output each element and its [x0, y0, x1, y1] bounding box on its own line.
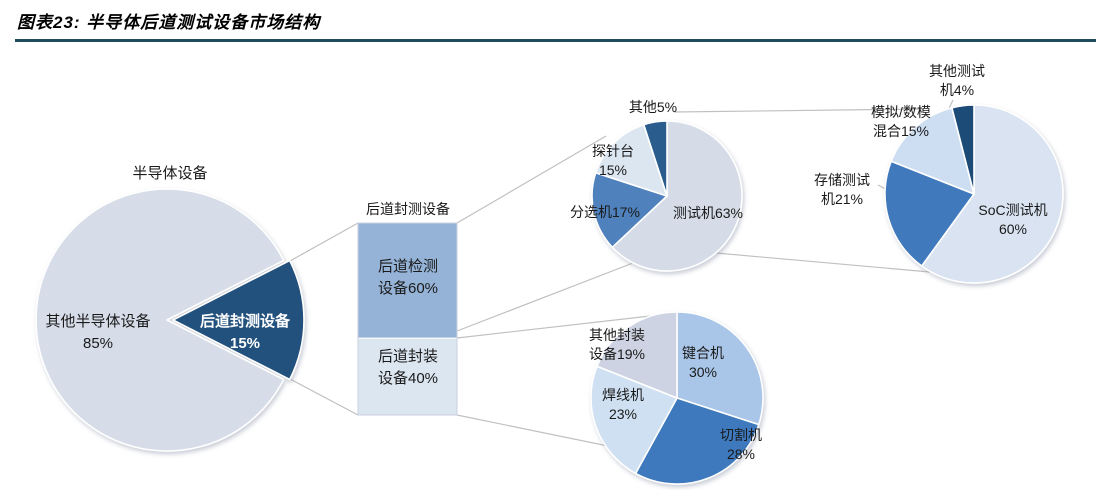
pie-slice-其他测试机	[951, 104, 975, 195]
label-line: 存储测试	[814, 172, 870, 188]
pie-slice-键合机	[676, 311, 764, 426]
bar-backend-package-test	[357, 222, 458, 416]
pie-slice-模拟/数模混合	[890, 107, 975, 195]
pie-slice-其他半导体设备	[35, 188, 285, 452]
pie-slice-测试机	[611, 120, 743, 272]
label-analog-mixed-15: 模拟/数模 混合15%	[858, 103, 944, 141]
label-line: 设备60%	[377, 280, 439, 297]
charts-layer	[35, 104, 1064, 485]
label-other-tester-4: 其他测试 机4%	[920, 62, 994, 100]
pie-slice-SoC测试机	[920, 104, 1064, 284]
label-line: 后道检测	[377, 258, 438, 275]
label-line: 其他5%	[628, 99, 678, 115]
label-line: 焊线机	[602, 387, 644, 403]
bar-outline	[357, 222, 458, 416]
label-semiconductor-equipment-title: 半导体设备	[125, 163, 215, 185]
pie-slice-焊线机	[590, 365, 678, 475]
pie-packaging-equipment	[590, 311, 764, 485]
label-line: 机21%	[820, 191, 864, 207]
label-dicer-28: 切割机 28%	[702, 426, 780, 464]
label-soc-tester-60: SoC测试机 60%	[968, 201, 1058, 239]
connector-line	[289, 378, 359, 416]
connector-line	[456, 262, 634, 332]
label-inspection-60: 后道检测 设备60%	[362, 256, 454, 300]
label-line: 23%	[608, 406, 638, 422]
pie-testers	[884, 104, 1064, 284]
label-packaging-40: 后道封装 设备40%	[362, 346, 454, 390]
figure-title: 图表23: 半导体后道测试设备市场结构	[17, 13, 321, 32]
label-tester-63: 测试机63%	[663, 204, 753, 223]
connector-line	[456, 135, 607, 224]
label-prober-15: 探针台 15%	[583, 142, 643, 180]
label-line: 15%	[229, 335, 261, 352]
label-line: 探针台	[592, 143, 634, 159]
label-other-semi-85: 其他半导体设备 85%	[32, 311, 164, 355]
label-line: 后道封装	[377, 348, 438, 365]
pie-slice-其他封装设备	[596, 311, 678, 399]
label-bar-title: 后道封测设备	[362, 200, 454, 219]
pie-slice-后道封测设备	[172, 259, 305, 381]
label-other-5: 其他5%	[617, 98, 689, 117]
label-line: 30%	[688, 364, 718, 380]
label-line: 测试机63%	[672, 205, 744, 221]
label-line: 分选机17%	[569, 204, 641, 220]
pie-semiconductor-equipment	[35, 188, 305, 452]
label-line: 键合机	[682, 345, 724, 361]
pie-slice-分选机	[591, 172, 668, 249]
connector-lines	[289, 99, 954, 447]
label-line: 28%	[726, 446, 756, 462]
title-underline	[15, 39, 1096, 42]
pie-test-equipment	[591, 120, 743, 272]
connector-line	[456, 414, 609, 447]
label-line: 其他半导体设备	[45, 313, 151, 330]
label-line: 设备40%	[377, 370, 439, 387]
label-line: 15%	[598, 162, 628, 178]
label-memory-tester-21: 存储测试 机21%	[806, 171, 878, 209]
connector-line	[289, 222, 359, 262]
label-handler-17: 分选机17%	[560, 203, 650, 222]
label-line: 切割机	[720, 427, 762, 443]
label-line: 后道封测设备	[366, 201, 450, 217]
label-line: 机4%	[939, 82, 975, 98]
label-line: 后道封测设备	[199, 313, 290, 330]
label-line: SoC测试机	[978, 202, 1048, 218]
connector-line	[673, 108, 925, 113]
label-line: 模拟/数模	[871, 104, 931, 120]
label-line: 其他封装	[589, 327, 645, 343]
bar-segment-后道检测设备	[357, 222, 458, 339]
label-line: 设备19%	[588, 346, 646, 362]
connector-line	[715, 252, 931, 273]
label-backend-package-test-15: 后道封测设备 15%	[187, 311, 303, 355]
label-other-packaging-19: 其他封装 设备19%	[578, 326, 656, 364]
label-wire-bonder-23: 焊线机 23%	[593, 386, 653, 424]
pie-slice-切割机	[634, 397, 760, 485]
label-line: 半导体设备	[132, 165, 208, 182]
connector-line	[456, 315, 651, 339]
label-line: 85%	[82, 335, 114, 352]
label-line: 混合15%	[872, 123, 930, 139]
label-bonder-30: 键合机 30%	[673, 344, 733, 382]
pie-slice-存储测试机	[884, 160, 975, 267]
label-line: 60%	[998, 221, 1028, 237]
pie-slice-其他	[643, 120, 668, 197]
label-line: 其他测试	[929, 63, 985, 79]
